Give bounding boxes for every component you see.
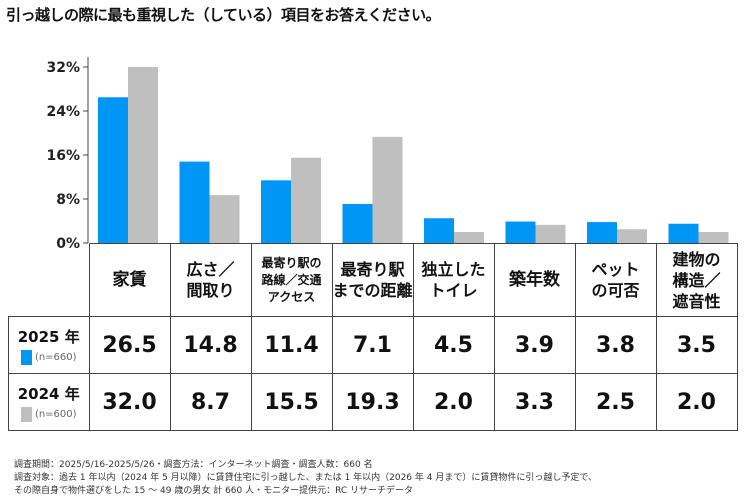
category-header: 築年数 — [493, 243, 576, 317]
bar-2024 — [617, 229, 647, 243]
bar-2025 — [342, 203, 373, 243]
category-header: 建物の 構造／ 遮音性 — [655, 243, 738, 317]
value-cell: 7.1 — [331, 316, 414, 374]
category-label-line: 広さ／ — [186, 260, 235, 279]
category-label-line: 建物の — [672, 249, 721, 269]
category-header: 最寄り駅の路線／交通アクセス — [250, 243, 333, 317]
series-legend: 2025 年 (n=660) — [8, 316, 90, 374]
bar-2024 — [128, 67, 158, 243]
category-label-line: までの距離 — [332, 281, 413, 300]
value-cell: 4.5 — [412, 316, 495, 374]
category-header: 家賃 — [88, 243, 171, 317]
bar-2025 — [424, 218, 454, 243]
value-cell: 15.5 — [250, 373, 333, 431]
category-label-line: 間取り — [186, 281, 235, 300]
value-cell: 3.9 — [493, 316, 576, 374]
footer-line: 調査期間：2025/5/16-2025/5/26・調査方法：インターネット調査・… — [14, 460, 373, 470]
category-label-line: アクセス — [267, 289, 316, 304]
category-header: 最寄り駅 までの距離 — [331, 243, 414, 317]
category-header: 広さ／ 間取り — [169, 243, 252, 317]
series-n: (n=600) — [34, 408, 77, 420]
series-legend: 2024 年 (n=600) — [8, 373, 90, 431]
category-header: 独立した トイレ — [412, 243, 495, 317]
value-cell: 14.8 — [169, 316, 252, 374]
value-cell: 3.8 — [574, 316, 657, 374]
bar-2025 — [505, 221, 536, 243]
bar-2025 — [668, 223, 699, 243]
category-label-line: 路線／交通 — [261, 272, 322, 287]
value-cell: 8.7 — [169, 373, 252, 431]
value-cell: 32.0 — [88, 373, 171, 431]
category-label-line: 遮音性 — [672, 291, 721, 311]
legend-swatch — [20, 349, 32, 365]
value-cell: 3.5 — [655, 316, 738, 374]
bar-2024 — [698, 232, 729, 243]
category-label-line: 独立した — [421, 260, 486, 279]
series-n: (n=660) — [34, 351, 77, 363]
category-label-line: 最寄り駅 — [340, 260, 405, 279]
bar-2025 — [587, 222, 617, 243]
footer-line: 調査対象：過去 1 年以内（2024 年 5 月以降）に賃貸住宅に引っ越した、ま… — [14, 473, 597, 483]
value-cell: 2.0 — [655, 373, 738, 431]
bar-2024 — [372, 136, 403, 243]
bar-2024 — [454, 232, 484, 243]
series-name: 2025 年 — [17, 327, 80, 346]
bar-plot: 0%8%16%24%32% — [46, 57, 729, 250]
bar-2024 — [535, 224, 566, 243]
category-label-line: トイレ — [429, 281, 478, 300]
chart-title: 引っ越しの際に最も重視した（している）項目をお答えください。 — [6, 6, 441, 24]
category-label-line: 構造／ — [672, 270, 721, 290]
y-tick-label: 32% — [46, 60, 80, 76]
footer-line: その際自身で物件選びをした 15 ～ 49 歳の男女 計 660 人・モニター提… — [14, 486, 414, 496]
value-cell: 19.3 — [331, 373, 414, 431]
y-tick-label: 24% — [46, 104, 80, 120]
legend-swatch — [20, 406, 32, 422]
category-label-line: ペット — [591, 260, 640, 279]
y-tick-label: 8% — [56, 192, 80, 208]
bar-2025 — [261, 180, 291, 243]
y-tick-label: 16% — [46, 148, 80, 164]
value-cell: 11.4 — [250, 316, 333, 374]
value-cell: 2.0 — [412, 373, 495, 431]
bar-2025 — [98, 97, 128, 243]
table-corner — [8, 243, 90, 317]
value-cell: 26.5 — [88, 316, 171, 374]
category-label-line: の可否 — [591, 281, 640, 300]
bar-2025 — [179, 161, 210, 243]
series-name: 2024 年 — [17, 384, 80, 403]
value-cell: 3.3 — [493, 373, 576, 431]
value-cell: 2.5 — [574, 373, 657, 431]
data-table: 家賃 広さ／ 間取り 最寄り駅の 路線／交通 アクセス 最寄り駅 までの距離 独立した トイレ 築年… — [8, 243, 738, 431]
category-label-line: 最寄り駅の — [261, 255, 322, 270]
category-label-line: 築年数 — [509, 270, 560, 290]
category-label-line: 家賃 — [112, 270, 147, 290]
bar-2024 — [209, 195, 240, 243]
bar-2024 — [291, 157, 321, 243]
category-header: ペット の可否 — [574, 243, 657, 317]
footer-notes: 調査期間：2025/5/16-2025/5/26・調査方法：インターネット調査・… — [14, 459, 597, 497]
